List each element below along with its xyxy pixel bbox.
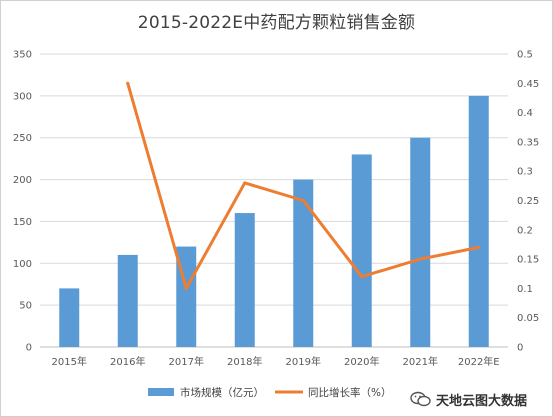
x-tick-label: 2021年 (403, 355, 438, 368)
legend-bar-label: 市场规模（亿元） (180, 386, 264, 399)
x-tick-label: 2019年 (286, 355, 321, 368)
y-left-tick-label: 0 (26, 343, 32, 354)
y-right-tick-label: 0.4 (517, 108, 533, 119)
line-point (184, 286, 188, 290)
y-right-tick-label: 0.3 (517, 167, 533, 178)
x-tick-label: 2016年 (110, 355, 145, 368)
x-tick-label: 2020年 (344, 355, 379, 368)
x-tick-label: 2017年 (169, 355, 204, 368)
y-left-tick-label: 200 (13, 175, 32, 186)
y-left-tick-label: 350 (13, 50, 32, 61)
bar (468, 95, 489, 347)
bar (410, 137, 431, 347)
watermark: 天地云图大数据 (410, 387, 550, 411)
line-point (477, 245, 481, 249)
y-left-tick-label: 300 (13, 91, 32, 102)
chart-title: 2015-2022E中药配方颗粒销售金额 (137, 13, 416, 33)
bar (117, 254, 138, 347)
y-left-tick-label: 250 (13, 133, 32, 144)
x-tick-label: 2018年 (227, 355, 262, 368)
watermark-text: 天地云图大数据 (436, 393, 528, 409)
legend-line-label: 同比增长率（%） (308, 386, 391, 399)
y-left-tick-label: 100 (13, 259, 32, 270)
y-left-tick-label: 50 (19, 301, 32, 312)
line-point (126, 81, 130, 85)
y-right-tick-label: 0.35 (517, 137, 539, 148)
bar (351, 154, 372, 347)
bar (234, 213, 255, 347)
line-point (418, 257, 422, 261)
y-right-tick-label: 0 (517, 343, 523, 354)
y-right-tick-label: 0.2 (517, 225, 533, 236)
line-point (360, 275, 364, 279)
legend-bar-swatch (148, 388, 174, 396)
y-left-tick-label: 150 (13, 217, 32, 228)
y-right-tick-label: 0.5 (517, 50, 533, 61)
x-tick-label: 2022年E (458, 355, 500, 368)
wechat-icon (410, 391, 431, 407)
y-right-tick-label: 0.25 (517, 196, 539, 207)
y-right-tick-label: 0.1 (517, 284, 533, 295)
y-right-tick-label: 0.05 (517, 313, 539, 324)
y-right-tick-label: 0.45 (517, 79, 539, 90)
line-point (301, 199, 305, 202)
bar (293, 179, 314, 347)
line-point (243, 181, 247, 185)
y-right-tick-label: 0.15 (517, 255, 539, 266)
bar (59, 288, 80, 347)
x-tick-label: 2015年 (52, 355, 87, 368)
